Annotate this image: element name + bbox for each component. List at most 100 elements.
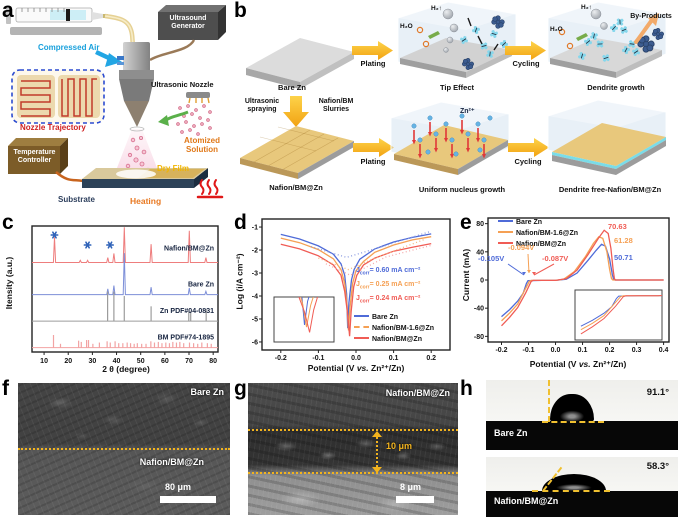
svg-text:0.0: 0.0 — [351, 355, 361, 362]
zn-ions — [411, 113, 493, 157]
svg-text:30: 30 — [88, 358, 96, 365]
panel-letter-h: h — [460, 377, 473, 400]
nafion-bm-zn-label: Nafion/BM@Zn — [269, 183, 323, 192]
ultrasonic-nozzle-label: Ultrasonic Nozzle — [151, 80, 214, 89]
jcorr-annotations: Jcorr= 0.60 mA cm⁻² Jcorr= 0.25 mA cm⁻² … — [356, 266, 420, 308]
zn-ion-label: Zn²⁺ — [460, 108, 475, 115]
ion-ring — [416, 26, 424, 34]
legend-swatch — [498, 231, 513, 233]
water-droplet — [550, 394, 594, 422]
tafel-chart: -0.2 -0.1 0.0 0.1 0.2 -1 -2 -3 -4 -5 -6 — [252, 218, 451, 362]
substrate-label: Substrate — [58, 195, 95, 204]
legend-label: Nafion/BM@Zn — [516, 241, 566, 248]
contact-angle-sample-label: Nafion/BM@Zn — [494, 496, 559, 506]
h2-label-2: H₂↑ — [581, 4, 592, 11]
legend-swatch — [354, 315, 369, 317]
additive-flake — [428, 31, 440, 39]
legend-item: Nafion/BM-1.6@Zn — [498, 230, 578, 241]
dendrite-growth-label: Dendrite growth — [587, 83, 645, 92]
jcorr-annotation-nafion-bm: Jcorr= 0.24 mA cm⁻² — [356, 295, 421, 305]
heating-label: Heating — [130, 196, 162, 206]
plating-label-2: Plating — [360, 157, 386, 166]
svg-text:0.1: 0.1 — [389, 355, 399, 362]
legend-label: Bare Zn — [516, 219, 543, 226]
h2o-label-2: H₂O — [550, 26, 563, 33]
svg-text:40: 40 — [476, 249, 484, 256]
thickness-arrow — [376, 433, 378, 471]
coating-top-dotted-line — [248, 429, 458, 431]
xrd-chart: 10 20 30 40 50 60 70 80 Nafion/BM@Zn Bare Zn Zn PD… — [31, 225, 219, 365]
peak-current-nafion-bm: 70.63 — [608, 222, 627, 231]
xrd-trace-0 — [32, 227, 218, 264]
svg-text:70: 70 — [185, 358, 193, 365]
sem-surface-image: Bare Zn Nafion/BM@Zn 80 μm — [18, 383, 230, 515]
svg-text:80: 80 — [209, 358, 217, 365]
svg-text:-0.2: -0.2 — [275, 355, 287, 362]
nozzle-trajectory-label: Nozzle Trajectory — [20, 123, 86, 132]
panel-c-xrd: c 10 20 30 40 50 60 70 80 Nafion/BM@Zn Bare Zn Zn … — [0, 212, 232, 378]
svg-text:-0.1: -0.1 — [522, 347, 534, 354]
svg-text:0.0: 0.0 — [551, 347, 561, 354]
compressed-air-arrow-icon — [95, 49, 122, 67]
coating-bottom-dotted-line — [248, 472, 458, 474]
legend-label: Nafion/BM-1.6@Zn — [516, 230, 579, 237]
jcorr-annotation-nafion-bm-16: Jcorr= 0.25 mA cm⁻² — [356, 281, 421, 291]
svg-text:20: 20 — [64, 358, 72, 365]
nucleation-potential-nafion-bm: -0.087V — [542, 254, 569, 263]
syringe-pump-icon — [6, 6, 108, 35]
sem-f-label-bottom: Nafion/BM@Zn — [139, 457, 204, 467]
svg-text:-6: -6 — [252, 339, 258, 346]
contact-angle-bare-zn-image: 91.1° Bare Zn — [486, 380, 678, 450]
baseline-dashed-line — [542, 421, 604, 423]
legend-item: Nafion/BM@Zn — [498, 241, 578, 252]
legend-label: Nafion/BM@Zn — [372, 336, 422, 343]
cycling-label-1: Cycling — [512, 59, 540, 68]
svg-text:0.2: 0.2 — [426, 355, 436, 362]
generator-cable — [149, 39, 196, 62]
svg-text:0.4: 0.4 — [659, 347, 669, 354]
svg-text:-3: -3 — [252, 271, 258, 278]
plating-arrow-2 — [353, 138, 394, 157]
ultrasonic-spraying-label: Ultrasonic spraying — [244, 98, 280, 114]
legend-item: Bare Zn — [498, 219, 578, 230]
sem-g-label: Nafion/BM@Zn — [385, 388, 450, 398]
svg-text:0.1: 0.1 — [578, 347, 588, 354]
cv-inset — [574, 289, 663, 341]
uniform-nucleus-label: Uniform nucleus growth — [418, 185, 506, 194]
jcorr-annotation-bare-zn: Jcorr= 0.60 mA cm⁻² — [356, 267, 421, 277]
panel-f-sem-surface: f Bare Zn Nafion/BM@Zn 80 μm — [0, 378, 232, 519]
cv-series-1 — [501, 236, 664, 322]
by-products-label: By-Products — [630, 13, 672, 20]
sem-g-scalebar — [396, 496, 434, 503]
legend-swatch — [354, 326, 369, 328]
svg-text:-80: -80 — [474, 334, 484, 341]
contact-angle-nafion-bm-image: 58.3° Nafion/BM@Zn — [486, 457, 678, 517]
panel-letter-f: f — [2, 377, 9, 400]
svg-text:50: 50 — [137, 358, 145, 365]
h2-bubbles — [442, 8, 459, 53]
panel-b-illustration — [240, 1, 667, 179]
xrd-star-marker — [106, 241, 115, 249]
nafion-bm-substrate-band — [486, 491, 678, 517]
panel-letter-a: a — [2, 0, 14, 22]
bare-zn-label: Bare Zn — [278, 83, 306, 92]
dry-film-label: Dry Film — [157, 164, 190, 173]
byproducts-arrow — [634, 18, 654, 44]
ultrasonic-nozzle-icon — [117, 42, 154, 127]
peak-current-nafion-bm-16: 61.28 — [614, 236, 633, 245]
tafel-legend: Bare Zn Nafion/BM-1.6@Zn Nafion/BM@Zn — [354, 314, 434, 347]
legend-swatch — [498, 242, 513, 244]
panel-letter-g: g — [234, 377, 247, 400]
bare-zn-substrate-band — [486, 421, 678, 450]
panel-h-contact-angle: h 91.1° Bare Zn 58.3° Nafion/BM@Zn — [458, 378, 680, 519]
cycling-label-2: Cycling — [514, 157, 542, 166]
cv-y-axis-title: Current (mA) — [461, 248, 471, 302]
panel-d-tafel: d -0.2 -0.1 0.0 0.1 0.2 -1 -2 -3 -4 -5 -6 Jcorr= 0… — [232, 212, 458, 378]
dendrite-free-label: Dendrite free-Nafion/BM@Zn — [558, 185, 662, 194]
panel-letter-d: d — [234, 211, 247, 234]
sem-f-scalebar — [160, 496, 216, 503]
tafel-x-axis-title: Potential (V vs. Zn²⁺/Zn) — [307, 363, 405, 373]
xrd-trace-name: Bare Zn — [188, 282, 214, 289]
sem-f-label-top: Bare Zn — [190, 387, 224, 397]
tip-effect-cube — [397, 1, 517, 78]
